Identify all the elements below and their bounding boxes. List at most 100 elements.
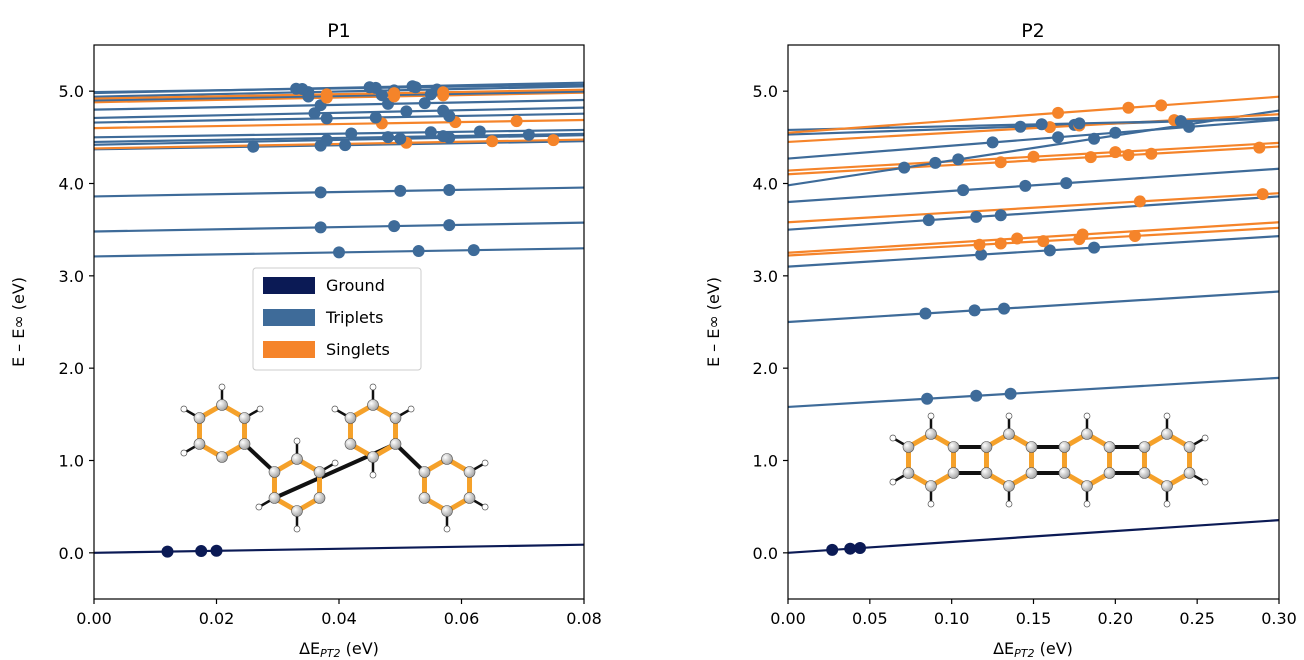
triplet-data-point — [345, 127, 358, 140]
triplet-data-point — [437, 104, 450, 117]
y-tick-label: 3.0 — [59, 267, 84, 286]
hydrogen-atom — [180, 405, 188, 413]
singlet-fit-line — [788, 192, 1279, 224]
triplet-data-point — [437, 130, 450, 143]
triplet-data-point — [1088, 241, 1101, 254]
legend-label-ground: Ground — [326, 276, 385, 295]
carbon-atom — [980, 441, 993, 453]
x-tick-label: 0.10 — [934, 609, 970, 628]
carbon-atom — [367, 399, 379, 411]
triplet-data-point — [320, 112, 333, 125]
legend-swatch-ground — [263, 277, 315, 294]
carbon-atom — [980, 467, 993, 479]
carbon-atom — [1183, 467, 1196, 479]
carbon-atom — [1161, 428, 1173, 440]
hydrogen-atom — [293, 437, 301, 445]
ground-data-point — [854, 542, 867, 555]
bond — [394, 442, 426, 474]
triplet-data-point — [394, 184, 407, 197]
triplet-data-point — [1043, 244, 1056, 257]
triplet-data-point — [369, 111, 382, 124]
singlet-data-point — [994, 156, 1007, 169]
legend-swatch-triplets — [263, 309, 315, 326]
triplet-fit-line — [94, 186, 584, 198]
hydrogen-atom — [889, 478, 897, 486]
carbon-atom — [238, 438, 251, 450]
triplet-data-point — [412, 245, 425, 258]
y-tick-label: 2.0 — [59, 359, 84, 378]
carbon-atom — [1058, 441, 1071, 453]
triplet-data-point — [968, 304, 981, 317]
triplet-fit-line — [94, 83, 584, 94]
aromatic-ring — [983, 431, 1035, 489]
singlet-fit-line — [788, 221, 1279, 254]
triplet-data-point — [424, 126, 437, 139]
hydrogen-atom — [1201, 478, 1209, 486]
plot-area — [788, 95, 1279, 556]
x-tick-label: 0.08 — [566, 609, 602, 628]
singlet-data-point — [320, 88, 333, 101]
y-axis-label: E – E∞ (eV) — [9, 277, 28, 367]
triplet-data-point — [467, 244, 480, 257]
axis-ticks: 0.00 0.02 0.04 0.06 0.08 0.0 1.0 2.0 3.0 4.0 5.0 — [59, 82, 602, 628]
y-tick-label: 5.0 — [59, 82, 84, 101]
panel-title: P2 — [1021, 20, 1045, 42]
carbon-atom — [463, 466, 476, 478]
y-tick-label: 4.0 — [753, 175, 778, 194]
carbon-atom — [216, 399, 228, 411]
x-tick-label: 0.15 — [1016, 609, 1052, 628]
triplet-data-point — [970, 210, 983, 223]
singlet-fit-line — [94, 88, 584, 100]
plot-frame — [787, 44, 1280, 600]
carbon-atom — [193, 438, 206, 450]
triplet-data-point — [998, 302, 1011, 315]
hydrogen-atom — [180, 449, 188, 457]
triplet-data-point — [320, 134, 333, 147]
singlet-data-point — [1109, 146, 1122, 159]
legend-swatch-singlets — [263, 341, 315, 358]
triplet-fit-line — [788, 167, 1279, 204]
ground-data-point — [826, 543, 839, 556]
triplet-data-point — [986, 136, 999, 149]
singlet-data-point — [1027, 150, 1040, 163]
hydrogen-atom — [481, 503, 489, 511]
carbon-atom — [947, 441, 960, 453]
ground-data-point — [195, 545, 208, 558]
triplet-fit-line — [94, 106, 584, 120]
ground-data-point — [844, 542, 857, 555]
singlet-data-point — [1253, 141, 1266, 154]
carbon-atom — [1003, 480, 1015, 492]
hydrogen-atom — [1083, 412, 1091, 420]
carbon-atom — [1138, 467, 1151, 479]
triplet-data-point — [314, 186, 327, 199]
singlet-data-point — [1076, 228, 1089, 241]
x-axis-label-unit: (eV) — [341, 639, 379, 658]
carbon-atom — [418, 466, 431, 478]
carbon-atom — [389, 412, 402, 424]
x-tick-label: 0.04 — [321, 609, 357, 628]
triplet-fit-line — [788, 195, 1279, 231]
panel-p2: P2 0.00 0.05 0.10 0.15 0.20 0.25 0.30 0.0 1.0 2.0… — [704, 20, 1297, 660]
triplet-data-point — [970, 389, 983, 402]
triplet-data-point — [1019, 179, 1032, 192]
triplet-fit-line — [94, 128, 584, 139]
singlet-fit-line — [94, 138, 584, 150]
x-axis-label-sub: PT2 — [1014, 647, 1034, 660]
triplet-fit-line — [94, 132, 584, 144]
singlet-fit-line — [788, 95, 1279, 134]
x-tick-label: 0.25 — [1179, 609, 1215, 628]
triplet-fit-line — [94, 85, 584, 98]
x-axis-label-main: ΔE — [299, 639, 320, 658]
ground-data-point — [210, 544, 223, 557]
hydrogen-atom — [256, 405, 264, 413]
triplet-data-point — [382, 131, 394, 144]
triplet-data-point — [443, 219, 456, 232]
x-tick-label: 0.00 — [76, 609, 112, 628]
triplet-data-point — [1088, 132, 1101, 145]
carbon-atom — [1103, 467, 1116, 479]
triplet-data-point — [314, 221, 327, 234]
hydrogen-atom — [369, 383, 377, 391]
carbon-atom — [463, 492, 476, 504]
hydrogen-atom — [889, 434, 897, 442]
